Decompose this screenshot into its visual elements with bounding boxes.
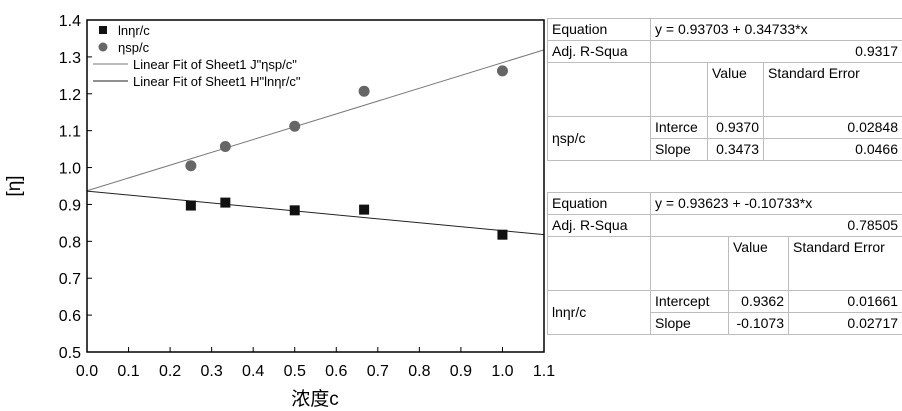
- x-tick-label: 0.8: [408, 363, 430, 380]
- equation-label: Equation: [547, 192, 651, 215]
- point-nsp: [358, 85, 370, 97]
- y-tick-label: 0.9: [59, 197, 81, 214]
- legend-label-nsp-fit: Linear Fit of Sheet1 J"ηsp/c": [133, 57, 297, 72]
- param-stderr: 0.02848: [763, 116, 902, 139]
- y-tick-label: 0.6: [59, 308, 81, 325]
- point-nsp: [289, 120, 301, 132]
- point-lnnr: [185, 200, 196, 211]
- equation-value: y = 0.93703 + 0.34733*x: [650, 18, 902, 41]
- x-tick-label: 0.4: [242, 363, 264, 380]
- point-lnnr: [289, 205, 300, 216]
- r2-value: 0.78505: [649, 214, 902, 237]
- value-header: Value: [707, 62, 764, 117]
- param-name: Intercept: [650, 290, 729, 313]
- series-label: lnηr/c: [547, 290, 651, 335]
- x-axis-title: 浓度c: [291, 388, 339, 410]
- equation-value: y = 0.93623 + -0.10733*x: [649, 192, 902, 215]
- x-tick-label: 0.5: [284, 363, 306, 380]
- x-tick-label: 0.9: [450, 363, 472, 380]
- param-name: Slope: [650, 138, 708, 161]
- legend-label-nsp: ηsp/c: [118, 40, 150, 55]
- r2-label: Adj. R-Squa: [547, 214, 651, 237]
- y-tick-label: 1.1: [59, 124, 81, 141]
- param-value: 0.9362: [728, 290, 789, 313]
- fit-line-2: [86, 49, 545, 192]
- r2-value: 0.9317: [650, 40, 902, 63]
- header-empty: [547, 62, 651, 117]
- y-tick-label: 0.7: [59, 271, 81, 288]
- param-stderr: 0.01661: [787, 290, 902, 313]
- point-lnnr: [220, 197, 231, 208]
- y-tick-label: 0.5: [59, 345, 81, 362]
- point-nsp: [185, 160, 197, 172]
- fit-lines: [86, 49, 545, 236]
- x-tick-label: 0.1: [117, 363, 139, 380]
- stderr-header: Standard Error: [763, 62, 902, 117]
- legend: lnηr/c ηsp/c Linear Fit of Sheet1 J"ηsp/…: [93, 23, 301, 89]
- series-label: ηsp/c: [547, 116, 651, 161]
- legend-label-lnnr: lnηr/c: [118, 23, 150, 38]
- x-tick-label: 0.2: [159, 363, 181, 380]
- y-tick-label: 0.8: [59, 234, 81, 251]
- stderr-header: Standard Error: [787, 236, 902, 291]
- param-name: Slope: [650, 312, 729, 335]
- legend-marker-square: [99, 26, 107, 34]
- plot-frame: [86, 19, 545, 353]
- header-empty: [650, 236, 729, 291]
- fit-line-3: [86, 190, 545, 236]
- point-nsp: [496, 65, 508, 77]
- x-tick-label: 0.6: [325, 363, 347, 380]
- header-empty: [650, 62, 708, 117]
- param-value: -0.1073: [728, 312, 789, 335]
- r2-label: Adj. R-Squa: [547, 40, 651, 63]
- point-nsp: [219, 141, 231, 153]
- y-tick-label: 1.3: [59, 50, 81, 67]
- fit-table-nsp: Equation y = 0.93703 + 0.34733*x Adj. R-…: [547, 18, 902, 161]
- equation-label: Equation: [547, 18, 651, 41]
- value-header: Value: [728, 236, 789, 291]
- param-value: 0.3473: [707, 138, 764, 161]
- y-axis-title: [η]: [4, 175, 25, 196]
- x-tick-label: 0.0: [76, 363, 98, 380]
- x-tick-label: 0.7: [367, 363, 389, 380]
- y-tick-label: 1.4: [59, 13, 81, 30]
- x-tick-label: 1.0: [491, 363, 513, 380]
- data-points: [185, 65, 508, 240]
- legend-label-lnnr-fit: Linear Fit of Sheet1 H"lnηr/c": [133, 74, 301, 89]
- point-lnnr: [497, 229, 508, 240]
- x-tick-label: 1.1: [533, 363, 555, 380]
- x-tick-label: 0.3: [201, 363, 223, 380]
- y-tick-label: 1.0: [59, 161, 81, 178]
- y-tick-label: 1.2: [59, 87, 81, 104]
- param-stderr: 0.0466: [763, 138, 902, 161]
- fit-table-lnnr: Equation y = 0.93623 + -0.10733*x Adj. R…: [547, 192, 902, 335]
- y-axis: 0.5 0.6 0.7 0.8 0.9 1.0 1.1 1.2 1.3 1.4: [59, 13, 92, 362]
- point-lnnr: [359, 204, 370, 215]
- param-name: Interce: [650, 116, 708, 139]
- param-value: 0.9370: [707, 116, 764, 139]
- param-stderr: 0.02717: [787, 312, 902, 335]
- x-axis: 0.0 0.1 0.2 0.3 0.4 0.5 0.6 0.7 0.8 0.9 1.0 1.1: [76, 347, 555, 380]
- legend-marker-circle: [98, 42, 108, 52]
- header-empty: [547, 236, 651, 291]
